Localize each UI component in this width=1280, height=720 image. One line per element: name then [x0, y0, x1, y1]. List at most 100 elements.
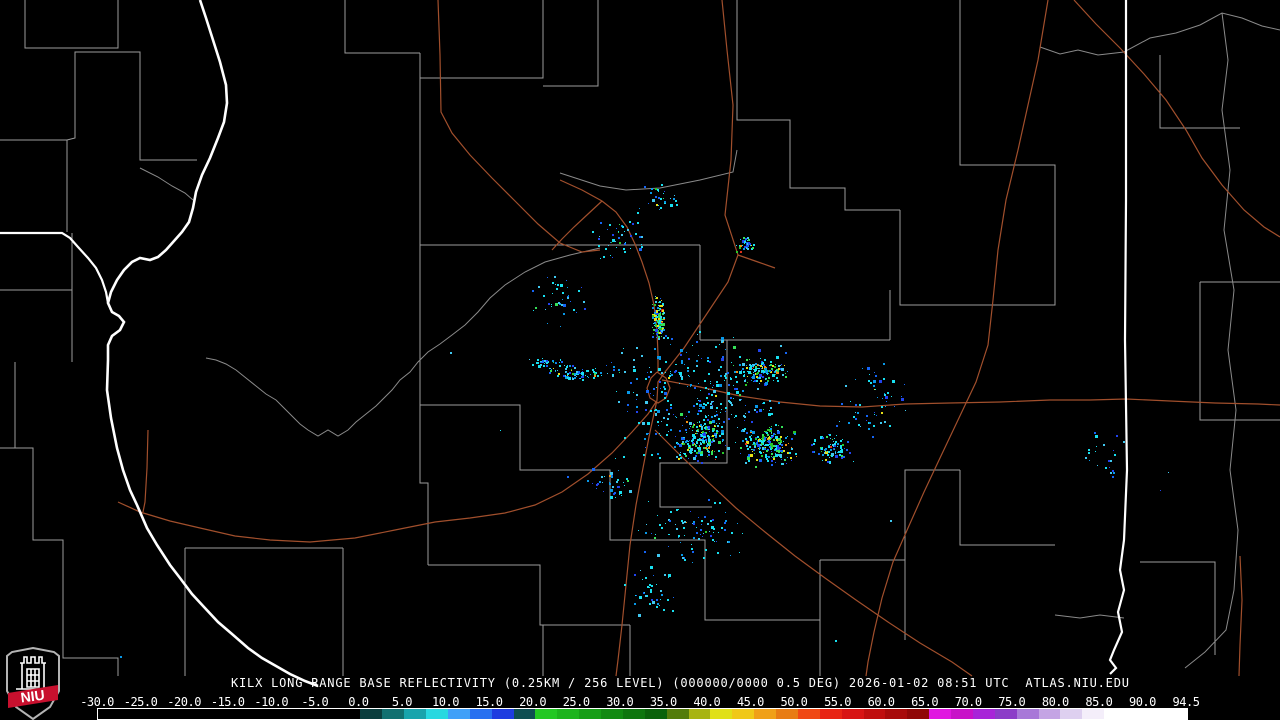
- echo-pixel: [841, 455, 843, 457]
- echo-pixel: [745, 384, 747, 386]
- echo-pixel: [760, 358, 761, 359]
- echo-pixel: [829, 461, 831, 463]
- echo-pixel: [693, 405, 695, 407]
- echo-pixel: [731, 362, 732, 363]
- echo-pixel: [707, 427, 708, 428]
- echo-pixel: [646, 524, 647, 525]
- echo-pixel: [713, 532, 714, 533]
- echo-pixel: [642, 579, 643, 580]
- echo-pixel: [659, 381, 661, 383]
- echo-pixel: [771, 453, 773, 455]
- echo-pixel: [751, 435, 752, 436]
- echo-pixel: [749, 446, 751, 448]
- echo-pixel: [681, 520, 683, 522]
- map-line: [820, 469, 960, 561]
- echo-pixel: [645, 378, 647, 380]
- echo-pixel: [734, 417, 735, 418]
- echo-pixel: [644, 186, 646, 188]
- echo-pixel: [664, 392, 667, 395]
- echo-pixel: [884, 393, 885, 394]
- echo-pixel: [645, 532, 647, 534]
- echo-pixel: [657, 320, 659, 322]
- echo-pixel: [664, 388, 666, 390]
- echo-pixel: [704, 516, 706, 518]
- echo-pixel: [713, 385, 714, 386]
- echo-pixel: [675, 200, 677, 202]
- echo-pixel: [688, 441, 689, 442]
- echo-pixel: [618, 401, 620, 403]
- echo-pixel: [742, 245, 743, 246]
- echo-pixel: [657, 356, 660, 359]
- echo-pixel: [537, 359, 539, 361]
- echo-pixel: [762, 367, 763, 368]
- echo-pixel: [751, 421, 753, 423]
- echo-pixel: [879, 380, 882, 383]
- echo-pixel: [581, 372, 584, 375]
- map-line: [1140, 561, 1216, 655]
- echo-pixel: [656, 584, 657, 585]
- echo-pixel: [682, 522, 684, 524]
- echo-pixel: [701, 358, 702, 359]
- echo-pixel: [727, 392, 730, 395]
- echo-pixel: [532, 364, 534, 366]
- echo-pixel: [624, 437, 626, 439]
- colorbar-tick-label: 30.0: [606, 695, 634, 709]
- echo-pixel: [684, 521, 686, 523]
- echo-pixel: [658, 197, 660, 199]
- echo-pixel: [1095, 451, 1096, 452]
- echo-pixel: [766, 379, 767, 380]
- echo-pixel: [541, 361, 542, 362]
- echo-pixel: [830, 446, 832, 448]
- echo-pixel: [766, 432, 768, 434]
- echo-pixel: [657, 325, 659, 327]
- echo-pixel: [554, 276, 556, 278]
- echo-pixel: [697, 439, 699, 441]
- echo-pixel: [707, 450, 708, 451]
- echo-pixel: [728, 418, 730, 420]
- colorbar-cell: [841, 709, 864, 719]
- echo-pixel: [613, 366, 615, 368]
- echo-pixel: [667, 418, 669, 420]
- echo-pixel: [709, 531, 710, 532]
- echo-pixel: [775, 445, 776, 446]
- echo-pixel: [644, 551, 646, 553]
- echo-pixel: [612, 239, 615, 242]
- echo-pixel: [540, 361, 541, 362]
- echo-pixel: [832, 444, 834, 446]
- echo-pixel: [608, 245, 609, 246]
- echo-pixel: [1105, 467, 1107, 469]
- echo-pixel: [703, 447, 705, 449]
- echo-pixel: [653, 333, 654, 334]
- echo-pixel: [565, 368, 567, 370]
- echo-pixel: [735, 376, 737, 378]
- echo-pixel: [690, 384, 692, 386]
- echo-pixel: [766, 458, 768, 460]
- echo-pixel: [120, 656, 122, 658]
- echo-pixel: [663, 329, 665, 331]
- echo-pixel: [759, 459, 762, 462]
- echo-pixel: [693, 436, 696, 439]
- echo-pixel: [676, 528, 678, 530]
- echo-pixel: [680, 452, 681, 453]
- echo-pixel: [649, 584, 651, 586]
- echo-pixel: [699, 404, 702, 407]
- echo-pixel: [678, 535, 680, 537]
- echo-pixel: [653, 330, 654, 331]
- echo-pixel: [704, 427, 706, 429]
- echo-pixel: [563, 313, 565, 315]
- echo-pixel: [735, 442, 736, 443]
- echo-pixel: [753, 364, 755, 366]
- echo-pixel: [588, 377, 589, 378]
- echo-pixel: [658, 368, 661, 371]
- echo-pixel: [672, 610, 674, 612]
- echo-pixel: [664, 574, 666, 576]
- echo-pixel: [650, 566, 653, 569]
- echo-pixel: [550, 368, 551, 369]
- echo-pixel: [826, 436, 828, 438]
- echo-pixel: [822, 447, 823, 448]
- echo-pixel: [822, 460, 823, 461]
- echo-pixel: [1103, 444, 1105, 446]
- echo-pixel: [636, 595, 637, 596]
- echo-pixel: [689, 440, 690, 441]
